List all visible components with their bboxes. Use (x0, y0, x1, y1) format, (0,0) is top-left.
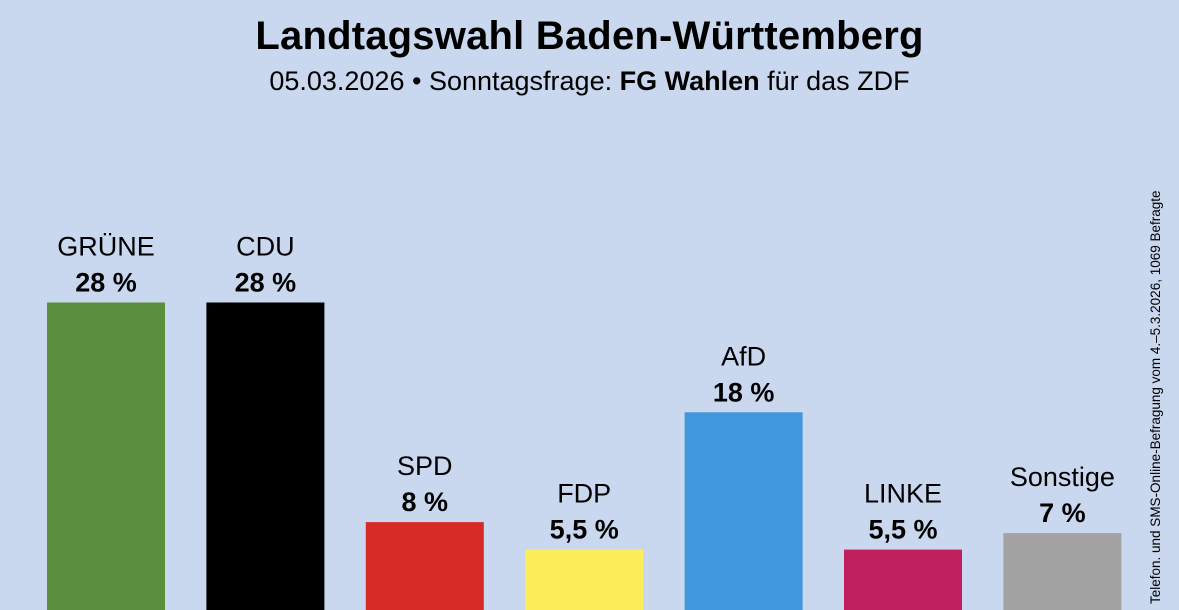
bar-gruene (47, 302, 165, 610)
subtitle-date: 05.03.2026 (269, 66, 405, 96)
bar-value-gruene: 28 % (75, 268, 137, 298)
bar-label-cdu: CDU (236, 232, 295, 262)
bar-afd (684, 412, 803, 610)
bar-value-linke: 5,5 % (868, 515, 937, 545)
bar-value-fdp: 5,5 % (550, 515, 619, 545)
chart-title: Landtagswahl Baden-Württemberg (255, 14, 924, 58)
subtitle-institute: FG Wahlen (619, 66, 760, 96)
bar-sonstige (1003, 533, 1122, 610)
bar-label-sonstige: Sonstige (1010, 462, 1115, 492)
bar-value-afd: 18 % (713, 377, 775, 407)
subtitle-client: für das ZDF (767, 66, 910, 96)
bar-value-sonstige: 7 % (1039, 498, 1086, 528)
bar-label-afd: AfD (721, 341, 766, 371)
bar-label-spd: SPD (397, 451, 453, 481)
bar-linke (844, 549, 962, 610)
survey-method-note: Telefon. und SMS-Online-Befragung vom 4.… (1148, 190, 1163, 604)
bar-fdp (525, 549, 644, 610)
bar-label-fdp: FDP (557, 479, 611, 509)
bar-label-gruene: GRÜNE (57, 232, 155, 262)
bar-value-spd: 8 % (402, 487, 449, 517)
bar-label-linke: LINKE (864, 479, 942, 509)
subtitle-separator: • (411, 66, 422, 96)
bar-cdu (206, 302, 325, 610)
bar-spd (365, 522, 484, 610)
chart-subtitle: 05.03.2026 • Sonntagsfrage: FG Wahlen fü… (0, 66, 1179, 97)
bar-value-cdu: 28 % (235, 268, 297, 298)
subtitle-label: Sonntagsfrage: (428, 66, 613, 96)
